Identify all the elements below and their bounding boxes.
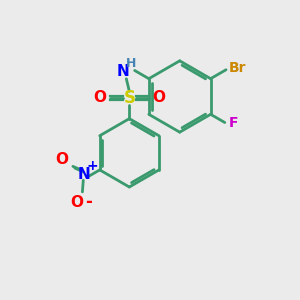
Text: O: O [70,195,83,210]
Text: F: F [229,116,238,130]
Text: H: H [126,58,136,70]
Text: -: - [85,193,92,211]
Text: N: N [117,64,130,80]
Text: O: O [56,152,68,167]
Text: S: S [123,89,135,107]
Text: +: + [86,159,98,173]
Text: O: O [94,90,107,105]
Text: N: N [77,167,90,182]
Text: Br: Br [229,61,246,75]
Text: O: O [152,90,165,105]
